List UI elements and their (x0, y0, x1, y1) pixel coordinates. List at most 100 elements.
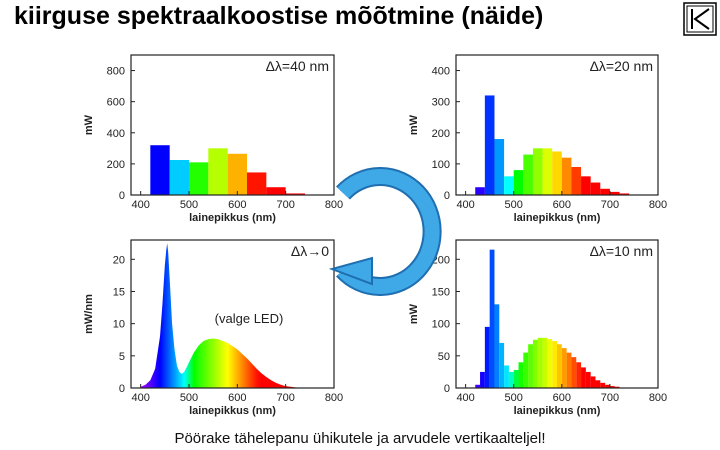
bar (494, 139, 505, 195)
plot-frame (455, 239, 659, 389)
y-tick-label: 100 (432, 159, 450, 171)
bar (566, 352, 572, 388)
bar (581, 367, 586, 388)
y-tick-label: 0 (119, 190, 125, 202)
spectrum-area (140, 243, 310, 388)
y-axis-label: mW (83, 114, 95, 135)
bar (542, 148, 553, 195)
bar (489, 249, 495, 388)
bar (561, 157, 572, 195)
bar (571, 357, 577, 388)
x-tick-label: 500 (180, 199, 198, 211)
resolution-label: Δλ=10 nm (590, 243, 653, 259)
bar (595, 380, 601, 388)
x-axis-label: lainepikkus (nm) (189, 212, 276, 224)
y-tick-label: 150 (432, 286, 450, 298)
x-tick-label: 800 (325, 392, 343, 404)
x-tick-label: 600 (553, 392, 571, 404)
bar (609, 191, 620, 195)
bar (561, 348, 567, 388)
circular-arrow-icon (328, 167, 442, 296)
y-tick-label: 20 (113, 254, 125, 266)
bar (150, 145, 170, 195)
bar (532, 148, 543, 195)
y-tick-label: 400 (432, 66, 450, 78)
annotation: (valge LED) (215, 311, 284, 326)
bar (508, 371, 514, 388)
plot-frame (130, 239, 335, 389)
y-tick-label: 0 (444, 383, 450, 395)
bar (484, 326, 490, 388)
x-tick-label: 500 (180, 392, 198, 404)
x-axis-label: lainepikkus (nm) (514, 405, 601, 417)
x-tick-label: 600 (228, 392, 246, 404)
bar (247, 172, 267, 195)
x-tick-label: 700 (601, 199, 619, 211)
page-title: kiirguse spektraalkoostise mõõtmine (näi… (14, 2, 544, 30)
x-tick-label: 400 (456, 199, 474, 211)
bar (528, 344, 533, 388)
bar (552, 341, 557, 388)
y-tick-label: 5 (119, 351, 125, 363)
bar (513, 170, 524, 195)
bar (605, 384, 610, 388)
y-tick-label: 50 (438, 351, 450, 363)
x-tick-label: 600 (553, 199, 571, 211)
plot-frame (130, 54, 335, 196)
bar (576, 362, 582, 388)
bar (581, 176, 591, 195)
y-tick-label: 10 (113, 319, 125, 331)
bar (513, 369, 519, 388)
bar (480, 371, 485, 388)
bar (571, 167, 582, 195)
x-tick-label: 400 (456, 392, 474, 404)
bar (475, 384, 481, 388)
x-tick-label: 600 (228, 199, 246, 211)
bar (547, 339, 553, 388)
x-tick-label: 700 (276, 392, 294, 404)
bar (227, 153, 247, 195)
x-axis-label: lainepikkus (nm) (189, 405, 276, 417)
bar (475, 187, 485, 195)
x-tick-label: 800 (649, 199, 667, 211)
bar (518, 362, 524, 388)
y-tick-label: 100 (432, 319, 450, 331)
y-axis-label: mW (408, 303, 420, 324)
bar (494, 304, 500, 388)
bar (557, 344, 562, 388)
x-tick-label: 400 (131, 199, 149, 211)
chart-c20: 400 500 600 700 800 0 100 200 300 400 lainepikkus … (408, 54, 667, 224)
y-axis-label: mW (408, 114, 420, 135)
x-tick-label: 500 (505, 392, 523, 404)
bar (504, 176, 514, 195)
y-tick-label: 0 (444, 190, 450, 202)
bar (523, 352, 529, 388)
bar (266, 187, 286, 195)
bar (532, 339, 538, 388)
bar (585, 371, 591, 388)
y-tick-label: 15 (113, 286, 125, 298)
x-axis-label: lainepikkus (nm) (514, 212, 601, 224)
bar (537, 337, 543, 388)
bar (523, 154, 533, 195)
bar (590, 376, 596, 388)
x-tick-label: 800 (649, 392, 667, 404)
y-tick-label: 300 (432, 97, 450, 109)
resolution-label: Δλ=40 nm (266, 58, 329, 74)
bar (552, 151, 562, 195)
bar (619, 193, 630, 195)
y-tick-label: 600 (107, 97, 125, 109)
y-axis-label: mW/nm (83, 294, 95, 334)
x-tick-label: 800 (325, 199, 343, 211)
y-tick-label: 200 (432, 128, 450, 140)
chart-c40: 400 500 600 700 800 0 200 400 600 800 lainepikkus … (83, 54, 343, 224)
bar (600, 382, 606, 388)
x-tick-label: 700 (276, 199, 294, 211)
x-tick-label: 400 (131, 392, 149, 404)
resolution-label: Δλ=20 nm (590, 58, 653, 74)
return-arrow-icon[interactable] (683, 2, 717, 36)
resolution-label: Δλ→0 (291, 243, 329, 259)
bar (484, 95, 495, 195)
y-tick-label: 800 (107, 66, 125, 78)
